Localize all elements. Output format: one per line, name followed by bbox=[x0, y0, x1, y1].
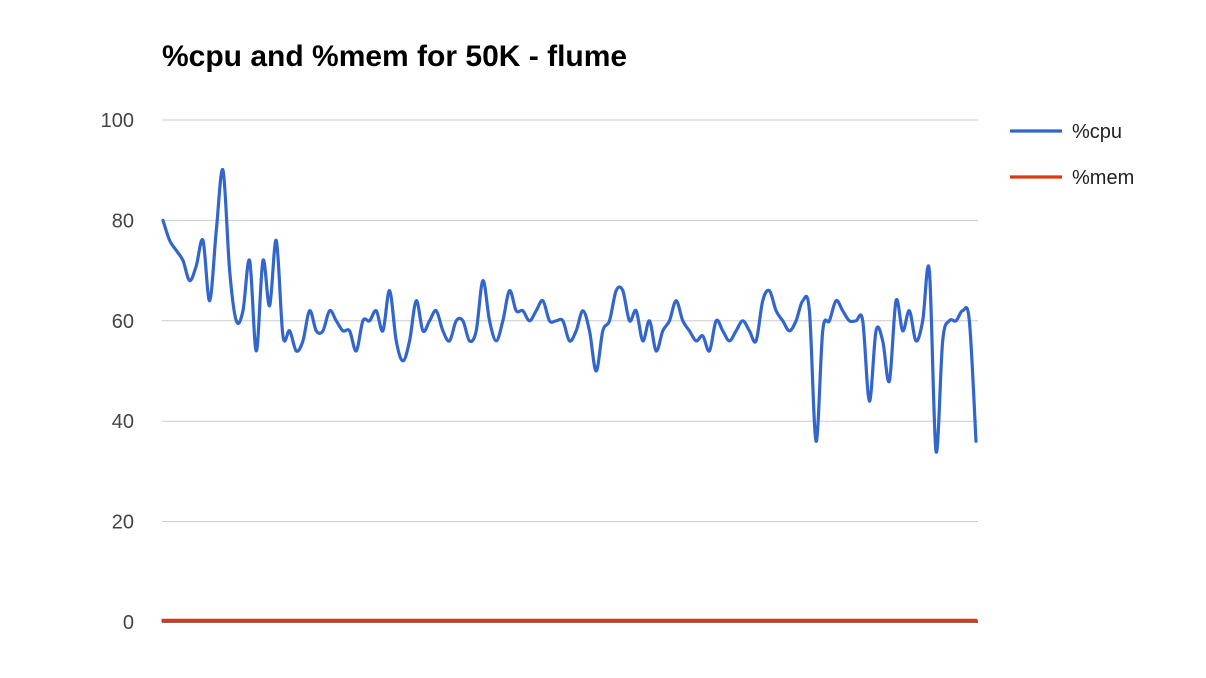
series-lines bbox=[161, 168, 978, 623]
legend-label-mem: %mem bbox=[1072, 167, 1134, 189]
y-tick-label: 0 bbox=[123, 612, 134, 634]
chart-title: %cpu and %mem for 50K - flume bbox=[162, 40, 628, 73]
series-line-cpu bbox=[161, 168, 978, 454]
legend-label-cpu: %cpu bbox=[1072, 121, 1122, 143]
y-tick-label: 100 bbox=[101, 110, 134, 132]
y-tick-label: 40 bbox=[112, 411, 134, 433]
gridlines bbox=[162, 119, 978, 623]
y-axis-ticks: 0 20 40 60 80 100 bbox=[101, 110, 134, 634]
y-tick-label: 60 bbox=[112, 311, 134, 333]
legend: %cpu %mem bbox=[1010, 121, 1134, 189]
y-tick-label: 80 bbox=[112, 210, 134, 232]
y-tick-label: 20 bbox=[112, 512, 134, 534]
